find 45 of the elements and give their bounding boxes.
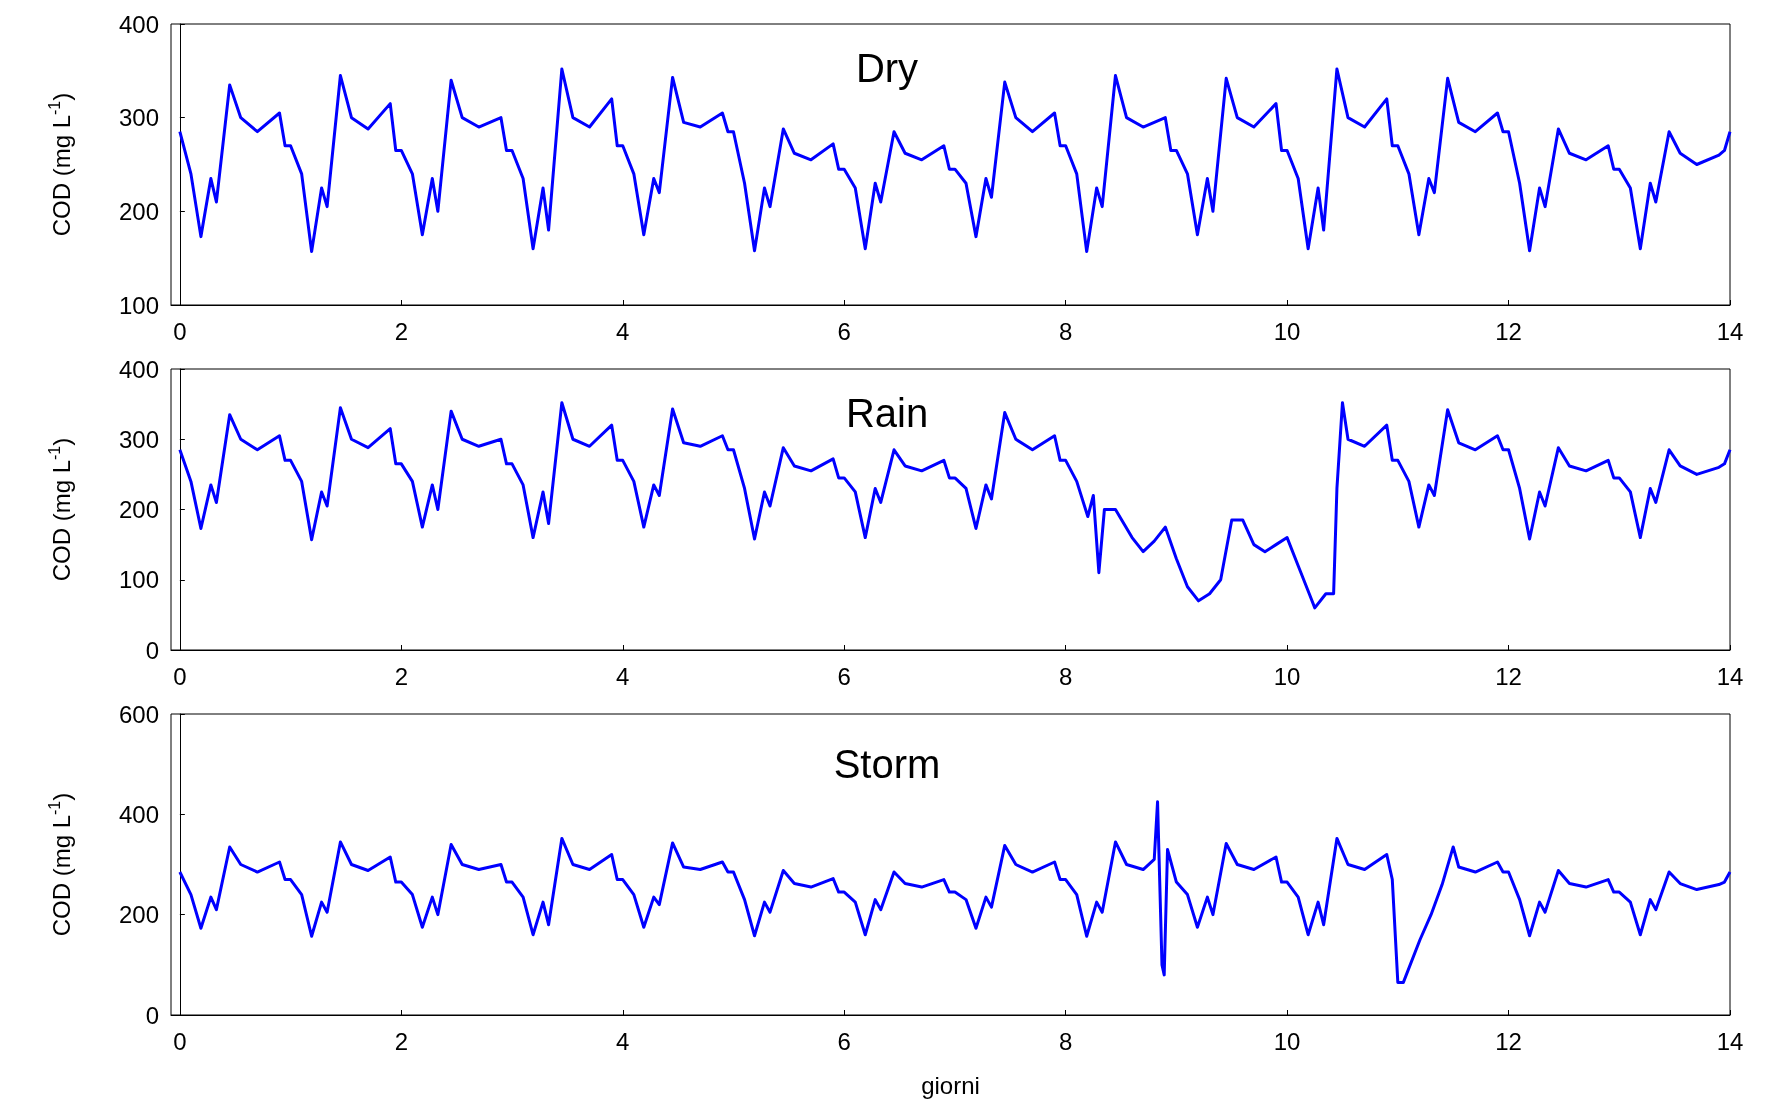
line-series: [178, 800, 1732, 984]
y-tick-label: 0: [145, 636, 159, 664]
y-tick-label: 300: [118, 104, 159, 132]
x-axis-title: giorni: [921, 1071, 980, 1099]
text: Rain: [845, 390, 929, 435]
x-tick-label: 10: [1273, 662, 1301, 690]
x-tick-label: 4: [616, 662, 630, 690]
x-tick-label: 8: [1058, 317, 1073, 345]
text: Storm: [833, 741, 941, 786]
x-tick-label: 12: [1495, 662, 1522, 690]
y-tick-label: 600: [118, 700, 159, 728]
x-tick-label: 14: [1716, 662, 1744, 690]
y-tick-label: 400: [118, 800, 159, 828]
y-axis-title: COD (mg L-1): [45, 792, 75, 937]
x-tick-label: 6: [837, 1027, 851, 1055]
x-tick-label: 2: [394, 1027, 408, 1055]
x-tick-label: 2: [394, 662, 408, 690]
x-tick-label: 8: [1058, 662, 1073, 690]
x-tick-label: 4: [616, 1027, 630, 1055]
y-tick-label: 400: [118, 10, 159, 38]
y-tick-label: 200: [118, 496, 159, 523]
y-tick-label: 100: [118, 566, 159, 594]
x-tick-label: 0: [173, 662, 187, 690]
x-tick-label: 0: [173, 317, 187, 345]
x-tick-label: 14: [1716, 317, 1744, 345]
y-tick-label: 200: [118, 197, 159, 225]
y-tick-label: 200: [118, 901, 159, 929]
y-tick-label: 400: [118, 355, 159, 383]
x-tick-label: 8: [1058, 1027, 1073, 1055]
y-axis-title: COD (mg L-1): [45, 437, 75, 582]
x-tick-label: 6: [837, 317, 851, 345]
x-tick-label: 6: [837, 662, 851, 690]
x-tick-label: 10: [1273, 1027, 1301, 1055]
y-tick-label: 300: [118, 425, 159, 453]
x-tick-label: 0: [173, 1027, 187, 1055]
y-axis-title: COD (mg L-1): [45, 92, 75, 237]
x-tick-label: 4: [616, 317, 630, 345]
y-tick-label: 0: [145, 1001, 159, 1029]
x-tick-label: 14: [1716, 1027, 1744, 1055]
x-tick-label: 12: [1495, 1027, 1522, 1055]
x-tick-label: 2: [394, 317, 408, 345]
x-tick-label: 10: [1273, 317, 1301, 345]
y-tick-label: 100: [118, 291, 159, 319]
text: Dry: [855, 45, 919, 90]
x-tick-label: 12: [1495, 317, 1522, 345]
